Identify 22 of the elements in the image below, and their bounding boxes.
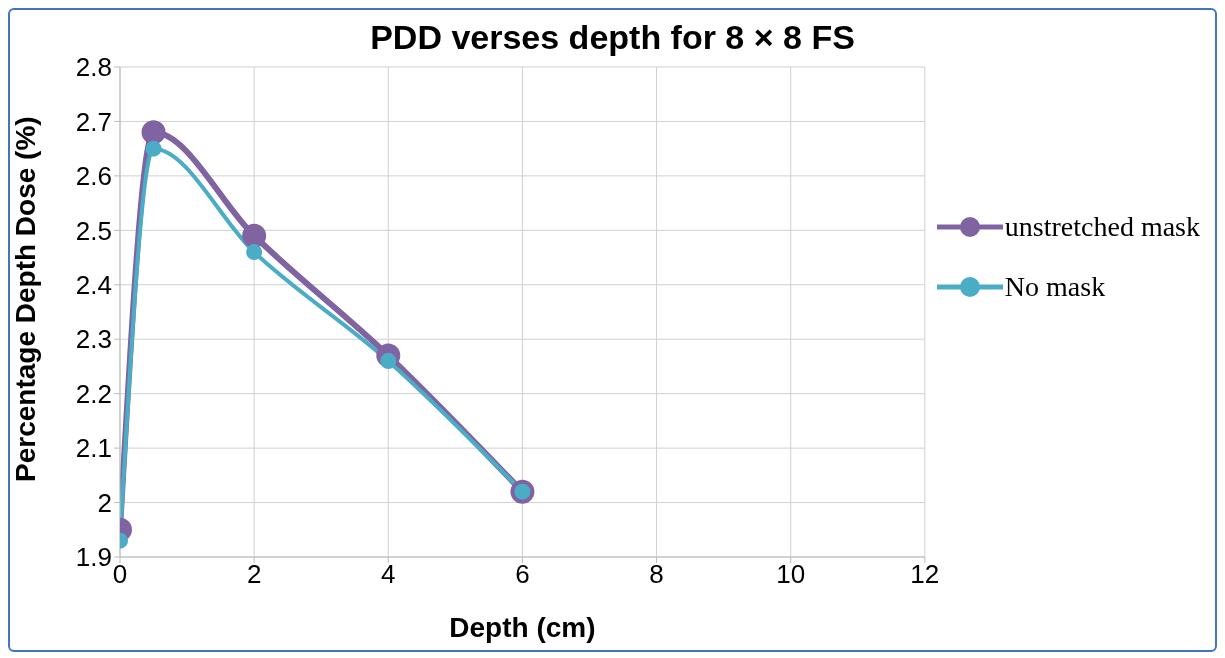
y-tick-label: 2.4 (75, 270, 112, 301)
x-tick-label: 6 (515, 559, 530, 590)
y-tick-label: 2.8 (75, 52, 112, 83)
y-tick-label: 2.7 (75, 106, 112, 137)
y-tick-label: 1.9 (75, 542, 112, 573)
chart-title: PDD verses depth for 8 × 8 FS (370, 18, 855, 56)
x-tick-label: 8 (649, 559, 664, 590)
x-tick-label: 2 (246, 559, 262, 590)
x-tick-label: 0 (112, 559, 128, 590)
y-tick-label: 2.2 (75, 378, 112, 409)
y-tick-label: 2 (97, 487, 112, 518)
x-tick-label: 10 (776, 559, 806, 590)
y-tick-label: 2.6 (75, 161, 112, 192)
x-tick-label: 12 (910, 559, 940, 590)
y-tick-label: 2.1 (75, 433, 112, 464)
y-axis-title: Percentage Depth Dose (%) (9, 116, 41, 482)
y-tick-label: 2.3 (75, 324, 112, 355)
x-axis-title: Depth (cm) (449, 612, 596, 643)
x-tick-label: 4 (381, 559, 396, 590)
legend-label: No mask (1004, 271, 1106, 303)
y-tick-label: 2.5 (75, 215, 112, 246)
legend-label: unstretched mask (1004, 211, 1200, 243)
